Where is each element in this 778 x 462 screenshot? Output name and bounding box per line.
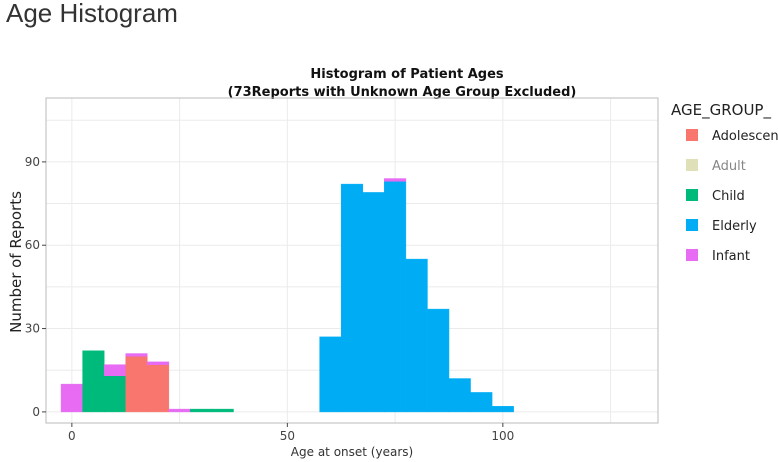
legend-label-adolescent: Adolescent [712, 129, 778, 144]
y-tick-label: 90 [25, 155, 40, 169]
bar-elderly[interactable] [427, 308, 450, 413]
y-tick-label: 30 [25, 322, 40, 336]
bar-elderly[interactable] [448, 378, 471, 413]
legend: AGE_GROUP_ Adolescent Adult Child Elderly In… [671, 101, 778, 264]
legend-label-elderly: Elderly [712, 219, 757, 234]
bar-elderly[interactable] [470, 392, 493, 413]
legend-label-adult: Adult [712, 159, 746, 174]
axis-ticks: 0 50 100 0 30 60 90 [25, 155, 515, 443]
bar-adolescent[interactable] [125, 356, 148, 413]
y-axis-label: Number of Reports [7, 191, 25, 333]
plot-border [45, 97, 659, 424]
bar-elderly[interactable] [362, 192, 385, 413]
bar-child[interactable] [211, 408, 234, 413]
bar-infant[interactable] [384, 178, 407, 182]
bar-infant[interactable] [168, 408, 191, 413]
bar-infant[interactable] [60, 383, 83, 413]
legend-item-adult[interactable]: Adult [686, 159, 746, 174]
legend-item-child[interactable]: Child [686, 189, 745, 204]
bar-elderly[interactable] [340, 183, 364, 413]
x-tick-label: 0 [68, 429, 76, 443]
bar-infant[interactable] [103, 364, 126, 377]
y-tick-label: 60 [25, 238, 40, 252]
bar-infant[interactable] [147, 361, 170, 365]
bars [60, 178, 514, 413]
x-axis-label: Age at onset (years) [291, 445, 413, 459]
bar-elderly[interactable] [405, 258, 428, 413]
legend-item-elderly[interactable]: Elderly [686, 219, 757, 234]
legend-label-infant: Infant [712, 249, 750, 264]
x-tick-label: 50 [280, 429, 295, 443]
bar-infant[interactable] [125, 353, 148, 357]
bar-child[interactable] [190, 408, 213, 413]
bar-adolescent[interactable] [147, 364, 170, 413]
y-tick-label: 0 [32, 405, 40, 419]
legend-swatch-adolescent [686, 129, 698, 141]
legend-item-adolescent[interactable]: Adolescent [686, 129, 778, 144]
bar-elderly[interactable] [384, 181, 407, 413]
bar-child[interactable] [82, 350, 105, 413]
legend-label-child: Child [712, 189, 745, 204]
page-title: Age Histogram [6, 0, 178, 28]
bar-elderly[interactable] [319, 336, 342, 413]
chart-subtitle: (73Reports with Unknown Age Group Exclud… [228, 85, 577, 100]
legend-swatch-elderly [686, 219, 698, 231]
legend-swatch-infant [686, 249, 698, 261]
x-tick-label: 100 [491, 429, 514, 443]
bar-elderly[interactable] [491, 406, 514, 413]
chart-title: Histogram of Patient Ages [310, 67, 504, 82]
bar-child[interactable] [103, 375, 126, 413]
legend-swatch-adult [686, 159, 698, 171]
legend-swatch-child [686, 189, 698, 201]
legend-item-infant[interactable]: Infant [686, 249, 750, 264]
legend-title: AGE_GROUP_ [671, 101, 771, 120]
